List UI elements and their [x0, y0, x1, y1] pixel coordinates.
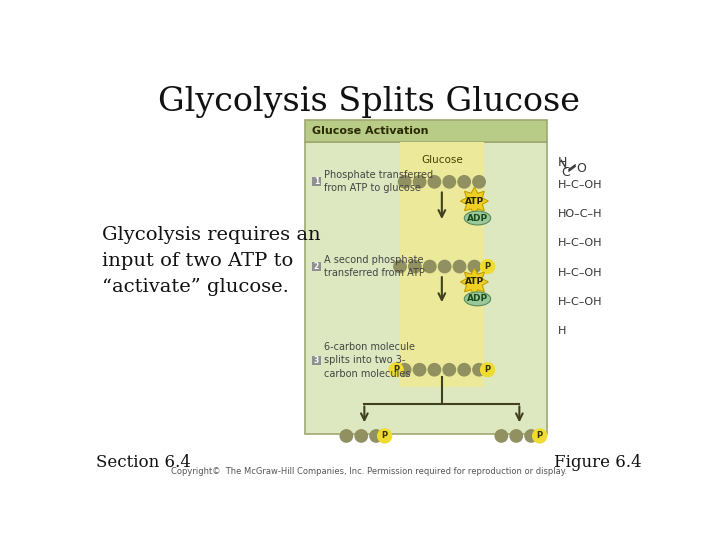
Circle shape — [355, 430, 367, 442]
Circle shape — [443, 176, 456, 188]
Circle shape — [525, 430, 537, 442]
Circle shape — [481, 260, 495, 273]
Circle shape — [468, 260, 481, 273]
Circle shape — [340, 430, 353, 442]
Polygon shape — [400, 142, 484, 387]
Text: Phosphate transferred
from ATP to glucose: Phosphate transferred from ATP to glucos… — [324, 170, 433, 193]
Circle shape — [454, 260, 466, 273]
Text: ADP: ADP — [467, 294, 488, 303]
Text: H–C–OH: H–C–OH — [558, 239, 603, 248]
Text: H–C–OH: H–C–OH — [558, 268, 603, 278]
Ellipse shape — [464, 292, 490, 306]
Polygon shape — [312, 177, 321, 186]
Polygon shape — [312, 262, 321, 271]
Text: A second phosphate
transferred from ATP: A second phosphate transferred from ATP — [324, 255, 425, 278]
Circle shape — [398, 363, 411, 376]
Circle shape — [458, 363, 470, 376]
Text: H–C–OH: H–C–OH — [558, 297, 603, 307]
Circle shape — [394, 260, 406, 273]
Text: P: P — [536, 431, 543, 441]
Text: ADP: ADP — [467, 213, 488, 222]
Circle shape — [533, 429, 546, 443]
Ellipse shape — [464, 211, 490, 225]
Circle shape — [473, 176, 485, 188]
Text: P: P — [485, 262, 490, 271]
Text: O: O — [577, 162, 587, 175]
Circle shape — [370, 430, 382, 442]
Circle shape — [438, 260, 451, 273]
Text: H: H — [558, 326, 567, 336]
Circle shape — [413, 363, 426, 376]
Circle shape — [413, 176, 426, 188]
Circle shape — [510, 430, 523, 442]
Text: P: P — [382, 431, 387, 441]
Text: 3: 3 — [314, 356, 319, 365]
Text: 2: 2 — [314, 262, 319, 271]
Text: ATP: ATP — [465, 278, 484, 286]
Text: Glycolysis requires an
input of two ATP to
“activate” glucose.: Glycolysis requires an input of two ATP … — [102, 226, 320, 296]
Text: Section 6.4: Section 6.4 — [96, 454, 191, 471]
Polygon shape — [312, 356, 321, 365]
Polygon shape — [305, 142, 547, 434]
Circle shape — [428, 176, 441, 188]
Text: H: H — [558, 156, 567, 168]
Text: Copyright©  The McGraw-Hill Companies, Inc. Permission required for reproduction: Copyright© The McGraw-Hill Companies, In… — [171, 467, 567, 476]
Circle shape — [458, 176, 470, 188]
Text: Glucose Activation: Glucose Activation — [312, 126, 429, 136]
Polygon shape — [461, 268, 488, 296]
Text: 1: 1 — [314, 177, 319, 186]
Polygon shape — [305, 120, 547, 142]
Text: Glycolysis Splits Glucose: Glycolysis Splits Glucose — [158, 86, 580, 118]
Text: ATP: ATP — [465, 197, 484, 206]
Circle shape — [409, 260, 421, 273]
Circle shape — [398, 176, 411, 188]
Text: Glucose: Glucose — [421, 155, 463, 165]
Text: Figure 6.4: Figure 6.4 — [554, 454, 642, 471]
Circle shape — [473, 363, 485, 376]
Text: H–C–OH: H–C–OH — [558, 180, 603, 190]
Circle shape — [423, 260, 436, 273]
Circle shape — [389, 363, 403, 377]
Text: C: C — [562, 166, 570, 179]
Circle shape — [428, 363, 441, 376]
Text: HO–C–H: HO–C–H — [558, 209, 603, 219]
Circle shape — [495, 430, 508, 442]
Text: 6-carbon molecule
splits into two 3-
carbon molecules: 6-carbon molecule splits into two 3- car… — [324, 342, 415, 379]
Polygon shape — [461, 187, 488, 215]
Circle shape — [481, 363, 495, 377]
Circle shape — [443, 363, 456, 376]
Circle shape — [378, 429, 392, 443]
Text: P: P — [393, 365, 399, 374]
Text: P: P — [485, 365, 490, 374]
